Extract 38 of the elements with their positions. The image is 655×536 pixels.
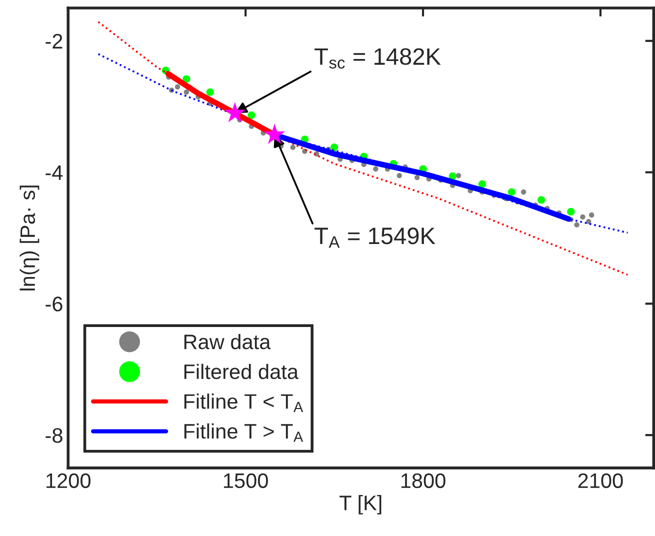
x-tick-label: 1200: [46, 473, 90, 488]
legend-label: Raw data: [184, 334, 271, 350]
legend-label: Fitline T < T$_{A}$: [184, 394, 304, 412]
point: [396, 172, 402, 178]
point: [290, 144, 296, 150]
point: [586, 218, 592, 224]
point: [224, 102, 246, 122]
point: [520, 189, 526, 195]
x-tick-label: 2100: [578, 473, 623, 488]
y-axis-title: ln(η) [Pa· s]: [20, 186, 40, 290]
point: [330, 144, 338, 152]
point: [456, 172, 462, 178]
point: [508, 188, 516, 196]
x-tick-label: 1500: [224, 473, 268, 488]
line-series: [97, 20, 629, 276]
point: [580, 214, 586, 220]
point: [174, 84, 180, 90]
point: [574, 222, 580, 228]
point: [264, 124, 286, 144]
y-tick-label: -2: [46, 34, 62, 48]
x-tick-label: 1800: [401, 473, 446, 488]
point: [414, 174, 420, 180]
point: [588, 212, 594, 218]
point: [478, 180, 486, 188]
point: [248, 111, 256, 119]
point: [373, 166, 378, 172]
point: [184, 90, 190, 95]
point: [206, 88, 214, 96]
legend-label: Filtered data: [184, 364, 299, 380]
annotation: T$_{sc}$ = 1482K: [314, 48, 441, 69]
point: [538, 196, 546, 204]
x-axis-title: T [K]: [340, 494, 382, 514]
y-tick-label: -8: [46, 428, 62, 443]
legend-label: Fitline T > T$_{A}$: [184, 423, 304, 442]
annotation: T$_{A}$ = 1549K: [314, 228, 436, 248]
y-tick-label: -6: [46, 296, 62, 312]
point: [567, 208, 575, 216]
y-tick-label: -4: [46, 166, 63, 180]
